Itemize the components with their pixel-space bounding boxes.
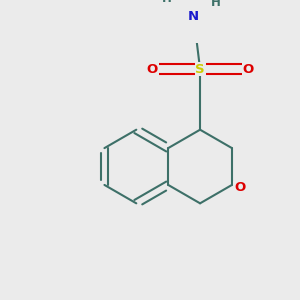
Text: O: O [147,63,158,76]
Text: H: H [162,0,172,5]
Text: N: N [188,10,199,23]
Text: H: H [211,0,221,9]
Text: O: O [242,63,253,76]
Text: O: O [234,181,245,194]
Text: S: S [195,63,205,76]
